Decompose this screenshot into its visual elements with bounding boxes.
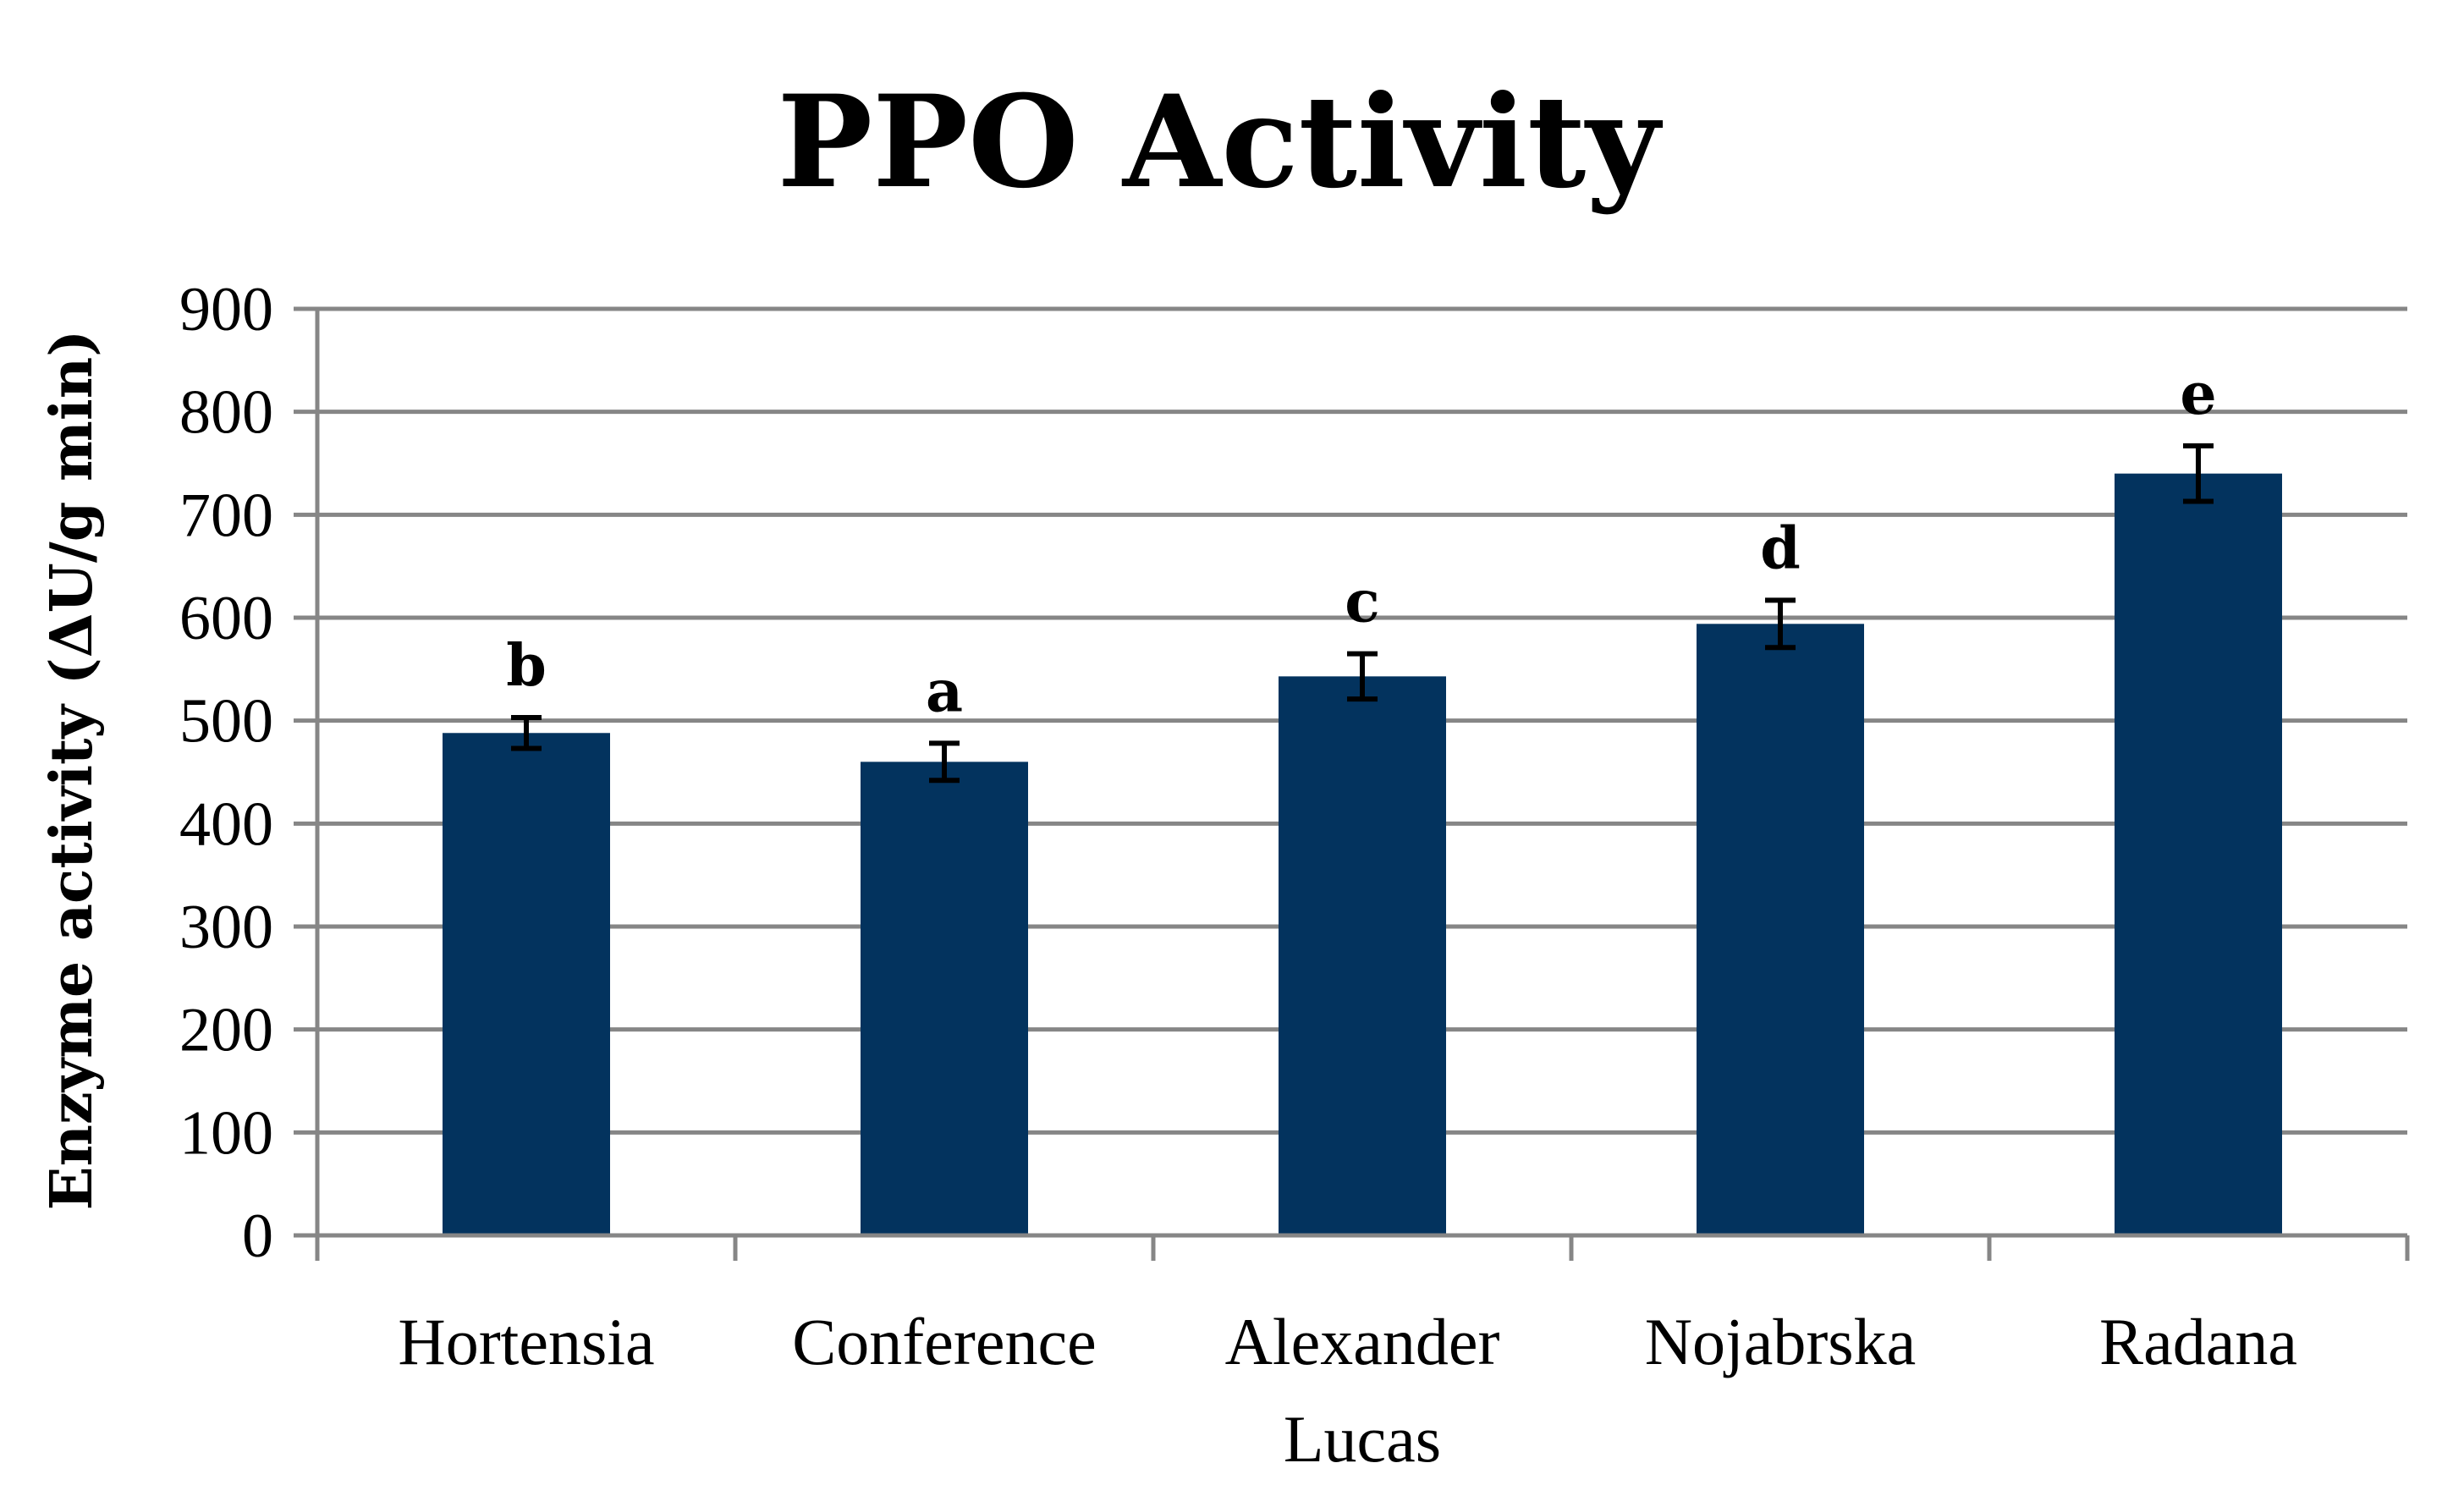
significance-label: c [1345, 569, 1379, 636]
x-tick-label: Alexander [1225, 1305, 1500, 1378]
significance-label: d [1760, 514, 1801, 582]
error-bar-3 [1765, 597, 1796, 651]
bar-0 [443, 733, 610, 1235]
y-tick-label: 900 [179, 275, 273, 344]
y-tick-label: 200 [179, 996, 273, 1065]
chart-title: PPO Activity [777, 68, 1663, 217]
y-tick-label: 300 [179, 893, 273, 962]
error-bar-0 [511, 715, 542, 751]
y-tick-label: 700 [179, 481, 273, 550]
y-tick-label: 600 [179, 584, 273, 653]
significance-label: e [2180, 360, 2216, 428]
significance-label: a [926, 657, 963, 725]
axes [294, 309, 2410, 1261]
x-tick-label: Hortensia [398, 1305, 654, 1378]
x-tick-label: Radana [2099, 1305, 2297, 1378]
error-bar-4 [2183, 443, 2214, 504]
x-tick-label: Lucas [1284, 1402, 1441, 1476]
bar-4 [2115, 473, 2282, 1235]
bar-1 [861, 762, 1028, 1235]
x-tick-label: Conference [792, 1305, 1096, 1378]
y-tick-label: 800 [179, 378, 273, 448]
y-tick-label: 500 [179, 687, 273, 756]
error-bar-1 [929, 740, 960, 784]
bar-3 [1697, 624, 1864, 1235]
labels: 0 100 200 300 400 500 600 700 800 900 b Hortensia a C… [179, 275, 2297, 1476]
bar-2 [1279, 676, 1446, 1235]
significance-label: b [506, 632, 547, 700]
x-tick-label: Nojabrska [1645, 1305, 1917, 1378]
error-bar-2 [1347, 651, 1378, 702]
y-tick-label: 100 [179, 1098, 273, 1168]
y-axis-label: Enzyme activity (ΔU/g min) [38, 330, 106, 1211]
y-tick-label: 400 [179, 789, 273, 859]
y-tick-label: 0 [242, 1202, 273, 1271]
bars [443, 443, 2282, 1235]
